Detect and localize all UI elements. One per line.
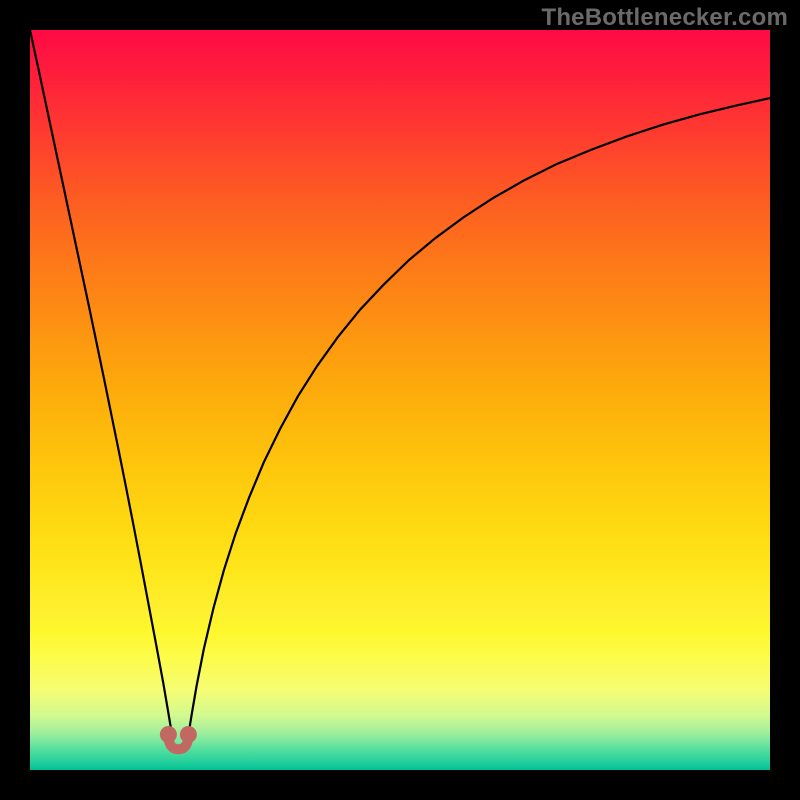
watermark-text: TheBottlenecker.com [541, 4, 788, 32]
plot-area [30, 30, 770, 770]
bottleneck-chart [30, 30, 770, 770]
chart-frame: TheBottlenecker.com [0, 0, 800, 800]
optimal-point-dot-left [160, 726, 177, 743]
optimal-point-dot-right [180, 726, 197, 743]
gradient-background [30, 30, 770, 770]
